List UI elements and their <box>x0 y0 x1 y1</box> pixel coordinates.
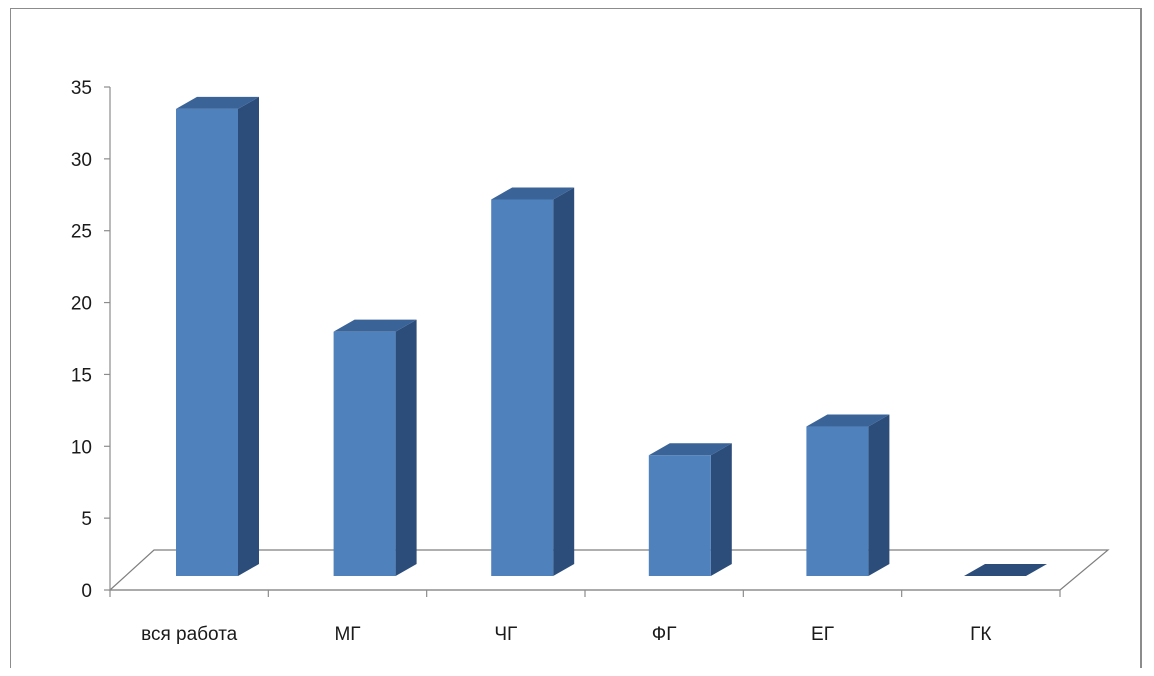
bar <box>333 331 396 576</box>
bar-top <box>176 96 259 109</box>
x-tick-label: ФГ <box>652 624 677 645</box>
bar-side <box>710 443 732 576</box>
bar-top <box>333 319 417 332</box>
y-tick-label: 20 <box>71 294 92 315</box>
y-tick-label: 10 <box>71 437 92 458</box>
bar-top <box>806 414 890 427</box>
y-tick-label: 30 <box>71 150 92 171</box>
x-tick-label: вся работа <box>141 624 238 645</box>
y-tick-label: 0 <box>81 581 92 602</box>
x-tick-label: ГК <box>970 624 991 645</box>
x-tick-label: ЧГ <box>494 624 517 645</box>
chart-floor <box>108 549 1110 591</box>
bar-side <box>238 96 259 576</box>
bar-side <box>395 319 417 576</box>
bar <box>806 426 869 576</box>
x-tick-label: МГ <box>334 624 360 645</box>
y-tick-label: 25 <box>71 222 92 243</box>
bar-side <box>868 414 890 576</box>
bar <box>648 455 711 576</box>
bar-top <box>491 187 575 200</box>
y-tick-label: 35 <box>71 78 92 99</box>
bar <box>176 108 238 576</box>
bar <box>491 199 554 576</box>
bar-top <box>648 443 732 456</box>
y-tick-label: 5 <box>81 509 92 530</box>
bar-top <box>964 564 1047 576</box>
x-tick-label: ЕГ <box>811 624 834 645</box>
bar-side <box>553 187 575 576</box>
y-tick-label: 15 <box>71 365 92 386</box>
